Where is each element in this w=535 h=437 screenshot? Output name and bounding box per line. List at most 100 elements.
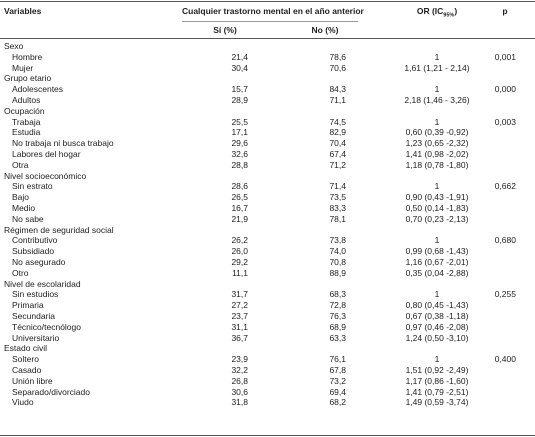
- cell-si: 28,8: [231, 159, 248, 170]
- row-label: Mujer: [12, 62, 34, 73]
- cell-no: 70,8: [329, 257, 346, 267]
- cell-no: 71,2: [329, 159, 346, 170]
- cell-or: 1: [434, 354, 440, 365]
- cell-or: 1,49 (0,59 -3,74): [405, 397, 469, 408]
- cell-p: 0,662: [494, 181, 516, 192]
- cell-si: 30,4: [231, 62, 248, 73]
- cell-si: 23,7: [231, 311, 248, 321]
- row-label: Otro: [12, 267, 29, 278]
- header-si: Sí (%): [213, 25, 237, 35]
- cell-si: 29,2: [231, 257, 248, 267]
- cell-no: 68,9: [329, 321, 346, 332]
- cell-or: 0,50 (0,14 -1,83): [405, 203, 469, 213]
- cell-si: 31,7: [231, 289, 248, 300]
- or-label: OR (IC: [416, 6, 444, 16]
- cell-si: 28,6: [231, 181, 248, 192]
- rule: [0, 435, 535, 436]
- cell-or: 1: [434, 51, 440, 62]
- cell-si: 30,6: [231, 386, 248, 397]
- row-label: Soltero: [12, 354, 39, 365]
- cell-or: 1,51 (0,92 -2,49): [405, 365, 469, 375]
- cell-no: 68,2: [329, 397, 346, 408]
- rule: [182, 21, 358, 22]
- row-label: Estudia: [12, 127, 41, 138]
- row-label: Universitario: [12, 332, 60, 343]
- header-variables: Variables: [4, 6, 42, 16]
- row-label: Unión libre: [12, 375, 53, 386]
- cell-no: 72,8: [329, 300, 346, 311]
- cell-si: 21,9: [231, 213, 248, 224]
- cell-or: 1,24 (0,50 -3,10): [405, 332, 469, 343]
- cell-or: 1,16 (0,67 -2,01): [405, 257, 469, 267]
- row-label: Labores del hogar: [12, 149, 81, 159]
- cell-no: 70,4: [329, 138, 346, 149]
- cell-or: 1: [434, 235, 440, 246]
- cell-si: 32,2: [231, 365, 248, 375]
- header-group: Cualquier trastorno mental en el año ant…: [182, 6, 364, 16]
- cell-or: 0,97 (0,46 -2,08): [405, 321, 469, 332]
- row-label: No sabe: [12, 213, 44, 224]
- row-label: Trabaja: [12, 116, 41, 127]
- header-or: OR (IC95%): [400, 6, 474, 22]
- cell-si: 32,6: [231, 149, 248, 159]
- row-label: Contributivo: [12, 235, 58, 246]
- cell-no: 73,5: [329, 192, 346, 203]
- cell-p: 0,003: [494, 116, 516, 127]
- cell-no: 84,3: [329, 84, 346, 95]
- cell-no: 78,6: [329, 51, 346, 62]
- cell-or: 1,23 (0,65 -2,32): [405, 138, 469, 149]
- cell-p: 0,255: [494, 289, 516, 300]
- cell-or: 1: [434, 289, 440, 300]
- cell-no: 88,9: [329, 267, 346, 278]
- row-label: Primaria: [12, 300, 44, 311]
- cell-or: 0,70 (0,23 -2,13): [405, 213, 469, 224]
- cell-or: 0,90 (0,43 -1,91): [405, 192, 469, 203]
- cell-no: 73,2: [329, 375, 346, 386]
- cell-or: 0,99 (0,68 -1,43): [405, 246, 469, 257]
- cell-no: 82,9: [329, 127, 346, 138]
- cell-or: 1,61 (1,21 - 2,14): [404, 62, 470, 73]
- cell-si: 26,8: [231, 375, 248, 386]
- header-no: No (%): [311, 25, 339, 35]
- cell-si: 26,0: [231, 246, 248, 257]
- cell-si: 28,9: [231, 95, 248, 105]
- cell-p: 0,400: [494, 354, 516, 365]
- row-label: Sin estudios: [12, 289, 59, 300]
- group-label: Sexo: [4, 41, 24, 51]
- group-label: Estado civil: [4, 343, 47, 354]
- or-sub: 95%: [443, 12, 455, 19]
- rule: [0, 38, 535, 39]
- cell-si: 21,4: [231, 51, 248, 62]
- cell-si: 29,6: [231, 138, 248, 149]
- cell-p: 0,680: [494, 235, 516, 246]
- cell-no: 69,4: [329, 386, 346, 397]
- group-label: Grupo etario: [4, 73, 52, 84]
- cell-no: 71,4: [329, 181, 346, 192]
- cell-or: 0,80 (0,45 -1,43): [405, 300, 469, 311]
- cell-si: 36,7: [231, 332, 248, 343]
- cell-si: 31,8: [231, 397, 248, 408]
- cell-si: 26,5: [231, 192, 248, 203]
- cell-no: 73,8: [329, 235, 346, 246]
- row-label: Hombre: [12, 51, 43, 62]
- group-label: Régimen de seguridad social: [4, 224, 114, 235]
- row-label: Adultos: [12, 95, 41, 105]
- cell-no: 78,1: [329, 213, 346, 224]
- row-label: No trabaja ni busca trabajo: [12, 138, 114, 149]
- row-label: Medio: [12, 203, 36, 213]
- cell-p: 0,001: [494, 51, 516, 62]
- cell-or: 1: [434, 116, 440, 127]
- cell-or: 2,18 (1,46 - 3,26): [404, 95, 470, 105]
- row-label: Casado: [12, 365, 42, 375]
- cell-or: 1,18 (0,78 -1,80): [405, 159, 469, 170]
- row-label: Subsidiado: [12, 246, 55, 257]
- cell-no: 74,0: [329, 246, 346, 257]
- header-p: p: [502, 6, 508, 16]
- group-label: Nivel socioeconómico: [4, 170, 87, 181]
- cell-or: 0,67 (0,38 -1,18): [405, 311, 469, 321]
- cell-no: 76,3: [329, 311, 346, 321]
- cell-si: 23,9: [231, 354, 248, 365]
- group-label: Ocupación: [4, 105, 45, 116]
- cell-no: 67,8: [329, 365, 346, 375]
- cell-si: 11,1: [232, 267, 248, 278]
